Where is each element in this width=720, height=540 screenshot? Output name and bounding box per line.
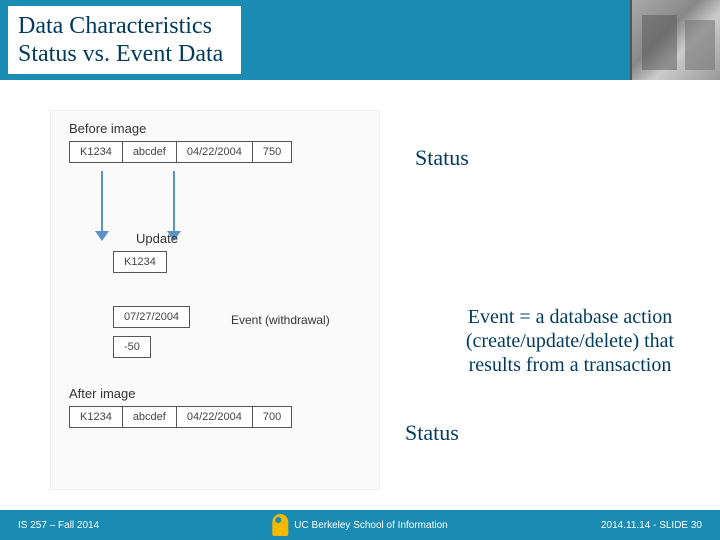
berkeley-logo-icon — [272, 514, 288, 536]
update-delta-table: -50 — [113, 336, 151, 358]
cell: 04/22/2004 — [176, 142, 252, 163]
slide-header: Data Characteristics Status vs. Event Da… — [0, 0, 720, 80]
title-line-2: Status vs. Event Data — [18, 40, 223, 68]
update-date-table: 07/27/2004 — [113, 306, 190, 328]
status-label-top: Status — [415, 145, 469, 171]
before-row-table: K1234 abcdef 04/22/2004 750 — [69, 141, 292, 163]
table-row: K1234 — [114, 252, 167, 273]
slide-footer: IS 257 – Fall 2014 UC Berkeley School of… — [0, 510, 720, 540]
title-box: Data Characteristics Status vs. Event Da… — [8, 6, 241, 74]
table-row: -50 — [114, 337, 151, 358]
table-row: K1234 abcdef 04/22/2004 750 — [70, 142, 292, 163]
footer-center-text: UC Berkeley School of Information — [294, 520, 447, 531]
status-label-bottom: Status — [405, 420, 459, 446]
cell: K1234 — [70, 407, 123, 428]
event-definition: Event = a database action (create/update… — [440, 305, 700, 377]
title-line-1: Data Characteristics — [18, 12, 223, 40]
footer-center: UC Berkeley School of Information — [272, 514, 447, 536]
before-image-label: Before image — [69, 121, 146, 136]
footer-left: IS 257 – Fall 2014 — [0, 520, 99, 531]
update-label: Update — [136, 231, 178, 246]
event-withdrawal-label: Event (withdrawal) — [231, 313, 330, 327]
table-row: K1234 abcdef 04/22/2004 700 — [70, 407, 292, 428]
cell: -50 — [114, 337, 151, 358]
table-row: 07/27/2004 — [114, 307, 190, 328]
cell: K1234 — [114, 252, 167, 273]
cell: 700 — [252, 407, 291, 428]
footer-right: 2014.11.14 - SLIDE 30 — [601, 520, 702, 531]
after-image-label: After image — [69, 386, 135, 401]
header-image — [630, 0, 720, 80]
cell: 750 — [252, 142, 291, 163]
arrow-icon — [95, 171, 109, 241]
cell: abcdef — [122, 142, 176, 163]
cell: abcdef — [122, 407, 176, 428]
cell: 07/27/2004 — [114, 307, 190, 328]
after-row-table: K1234 abcdef 04/22/2004 700 — [69, 406, 292, 428]
slide-content: Before image K1234 abcdef 04/22/2004 750… — [0, 80, 720, 510]
cell: K1234 — [70, 142, 123, 163]
cell: 04/22/2004 — [176, 407, 252, 428]
status-event-diagram: Before image K1234 abcdef 04/22/2004 750… — [50, 110, 380, 490]
update-key-table: K1234 — [113, 251, 167, 273]
